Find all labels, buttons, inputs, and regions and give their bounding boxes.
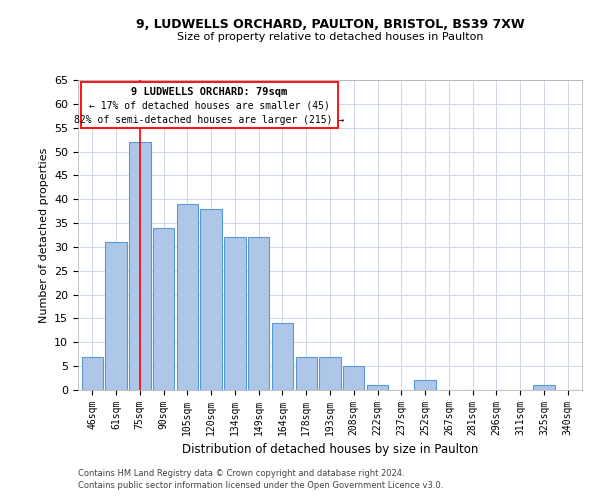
Text: 82% of semi-detached houses are larger (215) →: 82% of semi-detached houses are larger (…: [74, 114, 344, 124]
FancyBboxPatch shape: [81, 82, 338, 128]
Text: 9, LUDWELLS ORCHARD, PAULTON, BRISTOL, BS39 7XW: 9, LUDWELLS ORCHARD, PAULTON, BRISTOL, B…: [136, 18, 524, 30]
Bar: [153, 228, 174, 390]
Bar: [319, 356, 341, 390]
Bar: [343, 366, 364, 390]
Bar: [200, 209, 222, 390]
Text: Size of property relative to detached houses in Paulton: Size of property relative to detached ho…: [177, 32, 483, 42]
Bar: [176, 204, 198, 390]
Bar: [533, 385, 554, 390]
X-axis label: Distribution of detached houses by size in Paulton: Distribution of detached houses by size …: [182, 444, 478, 456]
Bar: [296, 356, 317, 390]
Bar: [248, 238, 269, 390]
Bar: [367, 385, 388, 390]
Y-axis label: Number of detached properties: Number of detached properties: [38, 148, 49, 322]
Bar: [415, 380, 436, 390]
Bar: [224, 238, 245, 390]
Bar: [82, 356, 103, 390]
Text: Contains public sector information licensed under the Open Government Licence v3: Contains public sector information licen…: [78, 481, 443, 490]
Bar: [272, 323, 293, 390]
Bar: [129, 142, 151, 390]
Text: ← 17% of detached houses are smaller (45): ← 17% of detached houses are smaller (45…: [89, 101, 329, 111]
Bar: [106, 242, 127, 390]
Text: Contains HM Land Registry data © Crown copyright and database right 2024.: Contains HM Land Registry data © Crown c…: [78, 468, 404, 477]
Text: 9 LUDWELLS ORCHARD: 79sqm: 9 LUDWELLS ORCHARD: 79sqm: [131, 88, 287, 98]
